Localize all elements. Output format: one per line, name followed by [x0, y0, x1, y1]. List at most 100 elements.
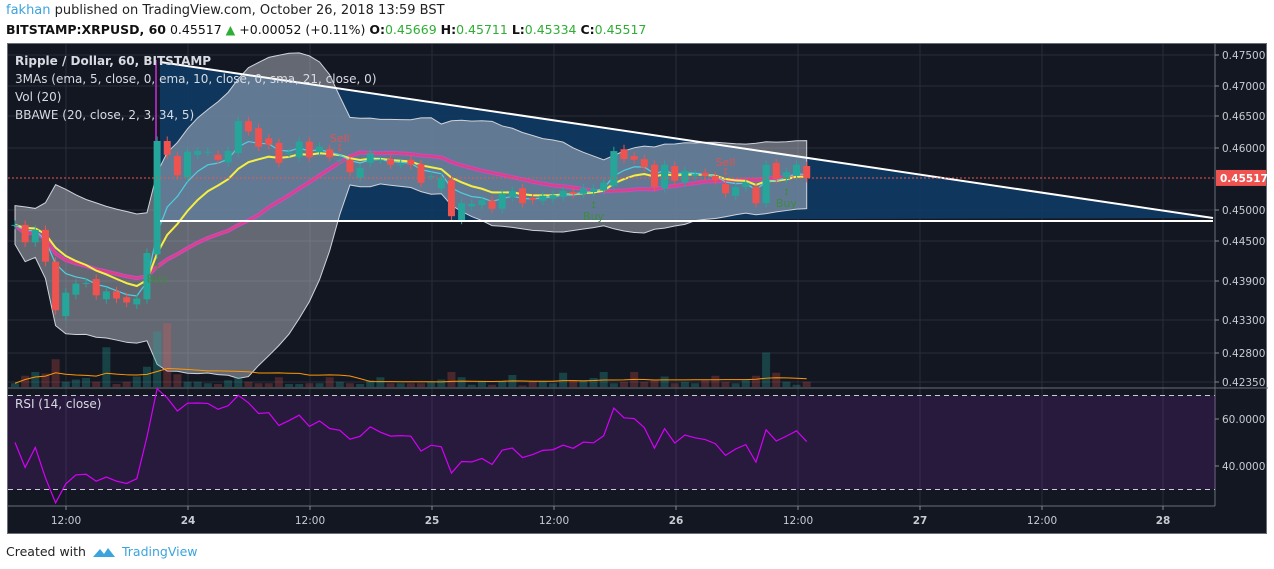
- volume-bar: [122, 381, 131, 387]
- volume-bar: [61, 381, 70, 387]
- signal-arrow-icon: ↥: [783, 188, 791, 198]
- candle-body: [255, 128, 263, 147]
- candle-body: [163, 140, 171, 155]
- last-price: 0.45517: [169, 22, 222, 37]
- time-tick-label: 26: [669, 515, 684, 527]
- low-value: 0.45334: [524, 22, 577, 37]
- volume-bar: [680, 381, 689, 387]
- volume-bar: [142, 366, 151, 387]
- candle-body: [762, 164, 770, 204]
- volume-bar: [264, 383, 273, 387]
- candle-body: [458, 203, 466, 220]
- signal-sell: Sell: [330, 132, 350, 145]
- candle-body: [640, 159, 648, 168]
- volume-bar: [71, 379, 80, 387]
- volume-bar: [650, 380, 659, 387]
- footer: Created with TradingView: [6, 544, 198, 559]
- volume-bar: [132, 376, 141, 387]
- volume-bar: [214, 384, 222, 387]
- volume-bar: [569, 380, 578, 387]
- candle-body: [346, 159, 354, 173]
- volume-bar: [193, 381, 202, 387]
- candle-body: [275, 142, 283, 163]
- candle-body: [11, 224, 19, 226]
- candle-body: [204, 151, 212, 153]
- volume-bar: [254, 383, 263, 387]
- chart-area[interactable]: Sell ↧ Buy ↥ Buy ↥ Sell ↧ Buy ↥ 0.47500 0.47000 0.46…: [7, 43, 1268, 535]
- publish-info: fakhan published on TradingView.com, Oct…: [6, 3, 445, 18]
- time-tick-label: 12:00: [1027, 515, 1057, 527]
- volume-bar: [153, 331, 162, 387]
- candle-body: [437, 177, 445, 189]
- volume-bar: [325, 377, 334, 387]
- legend-3mas[interactable]: 3MAs (ema, 5, close, 0, ema, 10, close, …: [15, 72, 377, 86]
- candle-body: [701, 172, 709, 176]
- candle-body: [559, 190, 567, 197]
- symbol: BITSTAMP:XRPUSD, 60: [6, 22, 166, 37]
- volume-bar: [691, 383, 700, 387]
- candle-body: [498, 193, 506, 209]
- candle-body: [417, 164, 425, 183]
- time-tick-label: 12:00: [783, 515, 813, 527]
- close-value: 0.45517: [594, 22, 647, 37]
- volume-bar: [538, 381, 547, 387]
- candle-body: [803, 165, 811, 178]
- up-arrow-icon: ▲: [225, 22, 236, 37]
- legend-volume[interactable]: Vol (20): [15, 90, 62, 104]
- legend-bbawe[interactable]: BBAWE (20, close, 2, 3, 34, 5): [15, 108, 195, 122]
- volume-bar: [762, 352, 771, 387]
- candle-body: [305, 141, 313, 158]
- high-value: 0.45711: [456, 22, 508, 37]
- volume-bar: [183, 381, 192, 387]
- candle-body: [194, 151, 202, 155]
- time-tick-label: 12:00: [295, 515, 325, 527]
- author-link[interactable]: fakhan: [6, 3, 51, 18]
- candle-body: [92, 279, 100, 296]
- signal-buy: Buy: [776, 197, 798, 210]
- volume-bar: [437, 379, 446, 387]
- time-tick-label: 12:00: [51, 515, 81, 527]
- volume-bar: [203, 383, 212, 387]
- volume-bar: [163, 323, 172, 387]
- candle-body: [661, 164, 669, 189]
- volume-bar: [102, 347, 111, 387]
- volume-bar: [41, 373, 50, 387]
- legend-series[interactable]: Ripple / Dollar, 60, BITSTAMP: [15, 54, 212, 68]
- candle-body: [793, 164, 801, 176]
- volume-bar: [92, 381, 101, 387]
- candle-body: [782, 172, 790, 179]
- volume-bar: [386, 383, 395, 387]
- candle-body: [265, 138, 273, 145]
- volume-bar: [792, 384, 801, 387]
- candle-body: [285, 152, 293, 154]
- volume-bar: [376, 377, 385, 387]
- candle-body: [529, 198, 537, 201]
- volume-bar: [802, 381, 811, 387]
- rsi-line: [14, 387, 808, 505]
- volume-bar: [772, 372, 781, 387]
- volume-bar: [620, 381, 628, 387]
- candle-body: [620, 149, 628, 160]
- volume-bar: [427, 381, 436, 387]
- volume-bar: [498, 381, 507, 387]
- legend-rsi[interactable]: RSI (14, close): [15, 397, 102, 411]
- volume-bar: [488, 384, 497, 387]
- volume-bar: [234, 377, 243, 387]
- volume-bar: [417, 383, 425, 387]
- candle-body: [173, 156, 181, 176]
- volume-bar: [356, 384, 365, 387]
- signal-arrow-icon: ↥: [590, 201, 598, 211]
- candle-body: [336, 159, 344, 161]
- tradingview-link[interactable]: TradingView: [121, 544, 198, 559]
- candle-body: [244, 121, 252, 132]
- candle-body: [143, 253, 151, 300]
- time-tick-label: 25: [425, 515, 440, 527]
- volume-bar: [559, 372, 568, 387]
- chart-canvas[interactable]: Sell↧Buy↥Buy↥Sell↧Buy↥0.475000.470000.46…: [8, 44, 1268, 535]
- candle-body: [447, 180, 455, 217]
- volume-bar: [21, 375, 30, 387]
- candle-body: [742, 182, 750, 188]
- volume-bar: [751, 375, 760, 387]
- candle-body: [610, 151, 618, 186]
- volume-bar: [305, 383, 314, 387]
